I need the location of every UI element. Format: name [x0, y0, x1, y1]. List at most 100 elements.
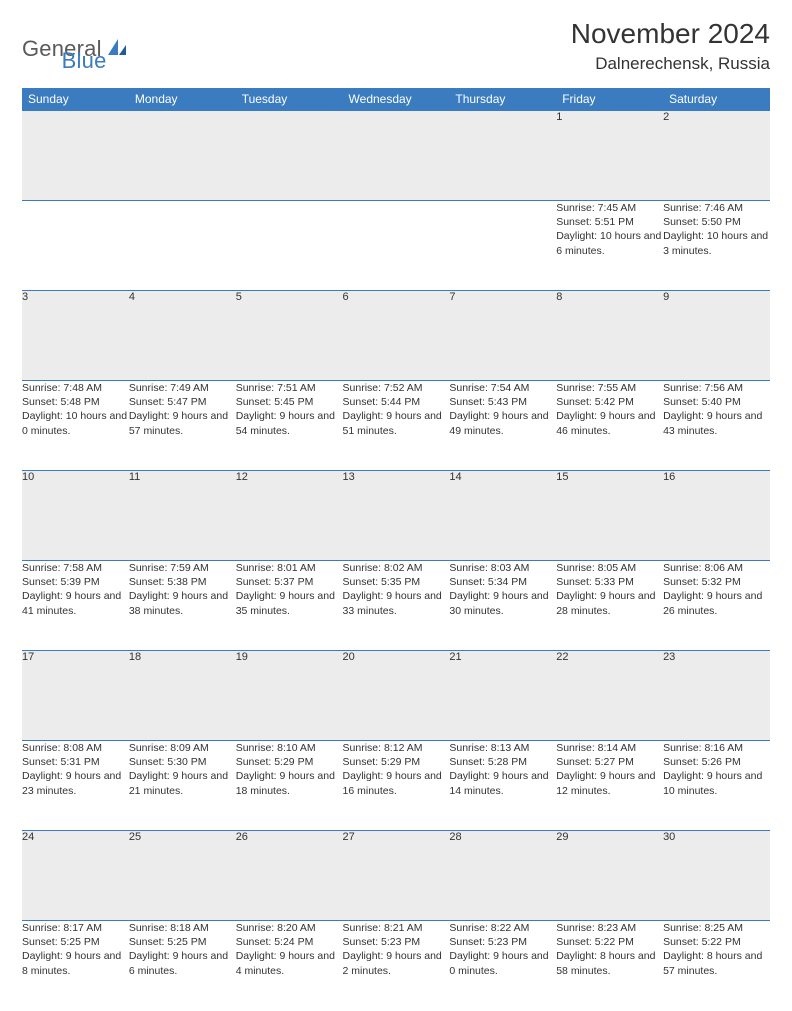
day-number-cell: 19 [236, 651, 343, 741]
day-detail-cell: Sunrise: 8:18 AMSunset: 5:25 PMDaylight:… [129, 921, 236, 1011]
day-detail-cell: Sunrise: 7:55 AMSunset: 5:42 PMDaylight:… [556, 381, 663, 471]
day-number-cell: 22 [556, 651, 663, 741]
sunrise-text: Sunrise: 8:17 AM [22, 921, 129, 935]
day-detail-cell [236, 201, 343, 291]
sunrise-text: Sunrise: 7:55 AM [556, 381, 663, 395]
daylight-text: Daylight: 10 hours and 0 minutes. [22, 409, 129, 437]
day-detail-cell: Sunrise: 8:20 AMSunset: 5:24 PMDaylight:… [236, 921, 343, 1011]
detail-row: Sunrise: 7:58 AMSunset: 5:39 PMDaylight:… [22, 561, 770, 651]
sunset-text: Sunset: 5:40 PM [663, 395, 770, 409]
sunrise-text: Sunrise: 8:25 AM [663, 921, 770, 935]
day-detail-cell: Sunrise: 8:17 AMSunset: 5:25 PMDaylight:… [22, 921, 129, 1011]
sunset-text: Sunset: 5:43 PM [449, 395, 556, 409]
sunrise-text: Sunrise: 7:51 AM [236, 381, 343, 395]
day-detail-cell: Sunrise: 8:14 AMSunset: 5:27 PMDaylight:… [556, 741, 663, 831]
sunset-text: Sunset: 5:25 PM [129, 935, 236, 949]
daylight-text: Daylight: 9 hours and 8 minutes. [22, 949, 129, 977]
daylight-text: Daylight: 9 hours and 30 minutes. [449, 589, 556, 617]
sunset-text: Sunset: 5:25 PM [22, 935, 129, 949]
daylight-text: Daylight: 10 hours and 3 minutes. [663, 229, 770, 257]
day-detail-cell: Sunrise: 8:08 AMSunset: 5:31 PMDaylight:… [22, 741, 129, 831]
location-label: Dalnerechensk, Russia [571, 54, 770, 74]
sunset-text: Sunset: 5:24 PM [236, 935, 343, 949]
day-number-cell: 7 [449, 291, 556, 381]
sunset-text: Sunset: 5:45 PM [236, 395, 343, 409]
day-detail-cell: Sunrise: 8:10 AMSunset: 5:29 PMDaylight:… [236, 741, 343, 831]
day-number-cell [22, 111, 129, 201]
day-detail-cell: Sunrise: 7:56 AMSunset: 5:40 PMDaylight:… [663, 381, 770, 471]
day-header: Saturday [663, 88, 770, 111]
day-header: Friday [556, 88, 663, 111]
day-detail-cell: Sunrise: 8:16 AMSunset: 5:26 PMDaylight:… [663, 741, 770, 831]
day-number-cell: 15 [556, 471, 663, 561]
daylight-text: Daylight: 9 hours and 14 minutes. [449, 769, 556, 797]
day-detail-cell: Sunrise: 7:46 AMSunset: 5:50 PMDaylight:… [663, 201, 770, 291]
page-header: General Blue November 2024 Dalnerechensk… [22, 18, 770, 74]
sunrise-text: Sunrise: 7:45 AM [556, 201, 663, 215]
day-number-cell [129, 111, 236, 201]
daylight-text: Daylight: 10 hours and 6 minutes. [556, 229, 663, 257]
sunrise-text: Sunrise: 7:58 AM [22, 561, 129, 575]
daylight-text: Daylight: 9 hours and 16 minutes. [343, 769, 450, 797]
detail-row: Sunrise: 8:17 AMSunset: 5:25 PMDaylight:… [22, 921, 770, 1011]
day-number-cell: 28 [449, 831, 556, 921]
day-number-cell: 3 [22, 291, 129, 381]
daylight-text: Daylight: 9 hours and 49 minutes. [449, 409, 556, 437]
daylight-text: Daylight: 8 hours and 58 minutes. [556, 949, 663, 977]
day-number-cell: 12 [236, 471, 343, 561]
title-block: November 2024 Dalnerechensk, Russia [571, 18, 770, 74]
sunset-text: Sunset: 5:38 PM [129, 575, 236, 589]
sunrise-text: Sunrise: 8:01 AM [236, 561, 343, 575]
sunrise-text: Sunrise: 8:14 AM [556, 741, 663, 755]
sunrise-text: Sunrise: 8:18 AM [129, 921, 236, 935]
daynum-row: 10111213141516 [22, 471, 770, 561]
day-number-cell: 5 [236, 291, 343, 381]
sunset-text: Sunset: 5:42 PM [556, 395, 663, 409]
sunset-text: Sunset: 5:26 PM [663, 755, 770, 769]
sunrise-text: Sunrise: 7:46 AM [663, 201, 770, 215]
sunset-text: Sunset: 5:32 PM [663, 575, 770, 589]
sunrise-text: Sunrise: 8:21 AM [343, 921, 450, 935]
day-detail-cell [449, 201, 556, 291]
sunset-text: Sunset: 5:22 PM [556, 935, 663, 949]
day-number-cell: 29 [556, 831, 663, 921]
logo-text-blue: Blue [62, 48, 107, 73]
day-detail-cell: Sunrise: 8:12 AMSunset: 5:29 PMDaylight:… [343, 741, 450, 831]
daylight-text: Daylight: 9 hours and 54 minutes. [236, 409, 343, 437]
sunrise-text: Sunrise: 7:59 AM [129, 561, 236, 575]
sunset-text: Sunset: 5:48 PM [22, 395, 129, 409]
sunset-text: Sunset: 5:28 PM [449, 755, 556, 769]
sunrise-text: Sunrise: 8:05 AM [556, 561, 663, 575]
daylight-text: Daylight: 9 hours and 12 minutes. [556, 769, 663, 797]
day-detail-cell: Sunrise: 7:49 AMSunset: 5:47 PMDaylight:… [129, 381, 236, 471]
sunrise-text: Sunrise: 7:56 AM [663, 381, 770, 395]
day-number-cell: 6 [343, 291, 450, 381]
sunset-text: Sunset: 5:33 PM [556, 575, 663, 589]
sunset-text: Sunset: 5:37 PM [236, 575, 343, 589]
day-header-row: Sunday Monday Tuesday Wednesday Thursday… [22, 88, 770, 111]
day-number-cell: 2 [663, 111, 770, 201]
daylight-text: Daylight: 9 hours and 10 minutes. [663, 769, 770, 797]
sunrise-text: Sunrise: 7:49 AM [129, 381, 236, 395]
day-detail-cell: Sunrise: 7:52 AMSunset: 5:44 PMDaylight:… [343, 381, 450, 471]
day-header: Monday [129, 88, 236, 111]
detail-row: Sunrise: 8:08 AMSunset: 5:31 PMDaylight:… [22, 741, 770, 831]
sunset-text: Sunset: 5:51 PM [556, 215, 663, 229]
day-detail-cell: Sunrise: 7:48 AMSunset: 5:48 PMDaylight:… [22, 381, 129, 471]
daylight-text: Daylight: 9 hours and 28 minutes. [556, 589, 663, 617]
daynum-row: 12 [22, 111, 770, 201]
day-number-cell: 17 [22, 651, 129, 741]
day-number-cell [449, 111, 556, 201]
sunrise-text: Sunrise: 8:23 AM [556, 921, 663, 935]
daylight-text: Daylight: 9 hours and 35 minutes. [236, 589, 343, 617]
day-detail-cell: Sunrise: 8:05 AMSunset: 5:33 PMDaylight:… [556, 561, 663, 651]
sunrise-text: Sunrise: 7:48 AM [22, 381, 129, 395]
day-detail-cell: Sunrise: 7:51 AMSunset: 5:45 PMDaylight:… [236, 381, 343, 471]
day-number-cell: 9 [663, 291, 770, 381]
sunset-text: Sunset: 5:44 PM [343, 395, 450, 409]
daynum-row: 24252627282930 [22, 831, 770, 921]
daylight-text: Daylight: 9 hours and 2 minutes. [343, 949, 450, 977]
day-number-cell [343, 111, 450, 201]
daylight-text: Daylight: 9 hours and 0 minutes. [449, 949, 556, 977]
day-header: Sunday [22, 88, 129, 111]
